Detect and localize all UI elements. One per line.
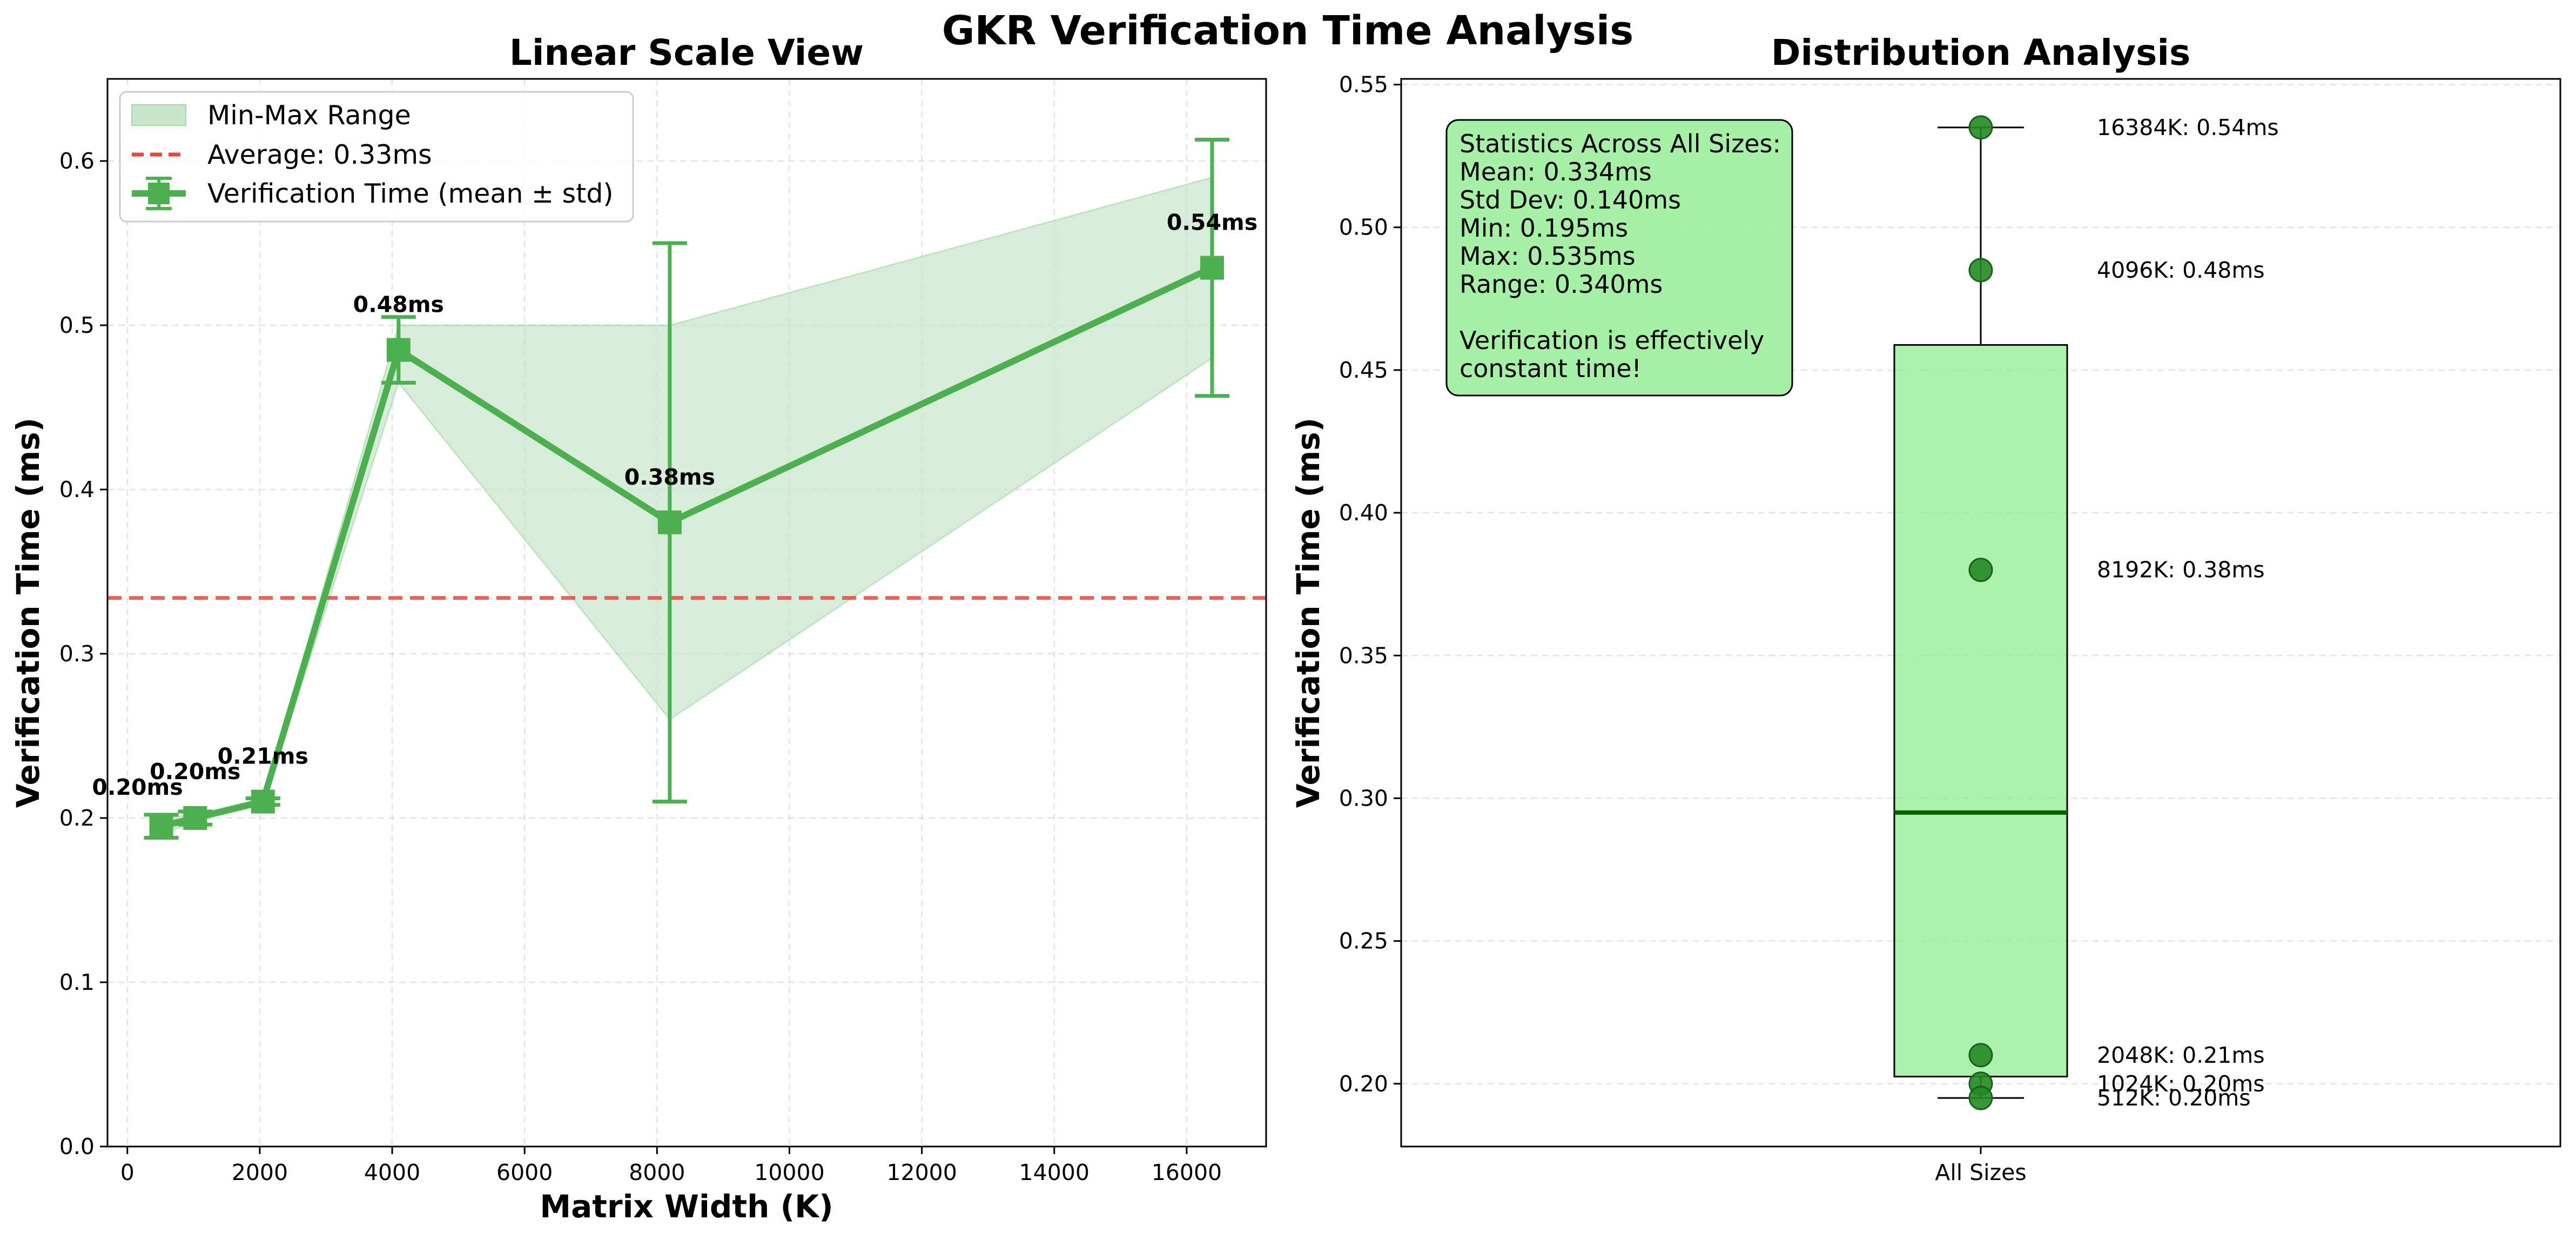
figure-title: GKR Verification Time Analysis: [942, 8, 1634, 54]
series-marker: [657, 510, 682, 534]
statistics-box-frame: [1445, 119, 1793, 397]
box-iqr: [1893, 344, 2068, 1078]
left-x-tick-label: 14000: [1019, 1159, 1089, 1185]
right-y-tick-label: 0.45: [1339, 357, 1388, 383]
statistics-line: Max: 0.535ms: [1459, 242, 1636, 271]
left-y-tick-label: 0.6: [59, 148, 95, 174]
size-points: 16384K: 0.54ms 4096K: 0.48ms 8192K: 0.38ms…: [1968, 115, 2279, 1111]
data-label: 0.38ms: [624, 464, 715, 490]
left-y-tick-label: 0.0: [59, 1134, 95, 1159]
legend-series-label: Verification Time (mean ± std): [207, 178, 614, 209]
verification-series: [144, 137, 1229, 840]
right-category-label: All Sizes: [1935, 1159, 2026, 1185]
right-y-tick-label: 0.30: [1339, 785, 1388, 811]
statistics-line: Range: 0.340ms: [1459, 270, 1663, 299]
size-point-label: 4096K: 0.48ms: [2097, 257, 2265, 283]
size-point-label: 2048K: 0.21ms: [2097, 1042, 2265, 1068]
left-x-tick-label: 2000: [232, 1159, 288, 1185]
series-marker: [183, 806, 207, 830]
statistics-line: Mean: 0.334ms: [1459, 157, 1652, 186]
size-point-label: 1024K: 0.20ms: [2097, 1071, 2265, 1097]
right-y-axis-label: Verification Time (ms): [1290, 418, 1327, 808]
statistics-line: Verification is effectively: [1459, 326, 1764, 355]
left-x-tick-label: 6000: [496, 1159, 553, 1185]
left-chart-title: Linear Scale View: [509, 32, 864, 73]
legend-average-label: Average: 0.33ms: [207, 139, 432, 170]
size-point: [1968, 1085, 1993, 1110]
right-y-tick-label: 0.20: [1339, 1071, 1388, 1097]
data-label: 0.48ms: [353, 292, 444, 318]
series-marker: [149, 814, 173, 839]
legend: Min-Max Range Average: 0.33ms Verificati…: [119, 91, 634, 223]
statistics-line: Min: 0.195ms: [1459, 213, 1628, 243]
left-plot-frame: [106, 78, 1267, 1148]
left-y-tick-label: 0.2: [59, 805, 95, 831]
data-label: 0.20ms: [150, 759, 240, 785]
left-x-axis-label: Matrix Width (K): [540, 1188, 833, 1225]
right-y-tick-label: 0.25: [1339, 928, 1388, 954]
series-marker: [386, 338, 411, 362]
right-chart: Distribution Analysis 16384K: 0.54ms 4096…: [1290, 32, 2561, 1185]
legend-band-label: Min-Max Range: [207, 100, 411, 131]
left-y-tick-label: 0.3: [59, 641, 95, 667]
right-y-tick-label: 0.40: [1339, 500, 1388, 526]
size-point: [1968, 115, 1993, 140]
size-point-label: 512K: 0.20ms: [2097, 1085, 2251, 1111]
left-y-axis-label: Verification Time (ms): [10, 418, 46, 808]
left-x-tick-label: 8000: [629, 1159, 685, 1185]
statistics-box: Statistics Across All Sizes:Mean: 0.334m…: [1445, 119, 1793, 397]
size-point: [1968, 558, 1993, 582]
left-x-tick-label: 12000: [886, 1159, 957, 1185]
left-y-tick-label: 0.5: [59, 312, 95, 338]
right-chart-title: Distribution Analysis: [1771, 32, 2191, 73]
series-marker: [251, 789, 275, 814]
right-y-tick-label: 0.55: [1339, 72, 1388, 98]
right-grid: [1401, 84, 2560, 1084]
size-point: [1968, 1043, 1993, 1068]
left-x-tick-label: 4000: [364, 1159, 420, 1185]
left-x-tick-label: 0: [120, 1159, 134, 1185]
series-marker: [1200, 256, 1224, 280]
right-y-tick-label: 0.50: [1339, 215, 1388, 240]
statistics-line: Std Dev: 0.140ms: [1459, 185, 1681, 215]
left-y-tick-label: 0.1: [59, 969, 95, 995]
left-y-ticks: 0.0 0.1 0.2 0.3 0.4 0.5 0.6: [59, 148, 107, 1159]
left-x-ticks: 0 2000 4000 6000 8000 10000 12000 14000 16000: [120, 1147, 1222, 1185]
legend-series-swatch: [132, 177, 186, 210]
statistics-line: Statistics Across All Sizes:: [1459, 129, 1781, 158]
size-point-label: 8192K: 0.38ms: [2097, 557, 2265, 583]
size-point: [1968, 258, 1993, 283]
left-x-tick-label: 10000: [754, 1159, 824, 1185]
boxplot: [1893, 126, 2068, 1099]
left-x-tick-label: 16000: [1152, 1159, 1222, 1185]
right-y-tick-label: 0.35: [1339, 642, 1388, 668]
left-y-tick-label: 0.4: [59, 477, 95, 502]
data-label: 0.21ms: [218, 743, 308, 769]
legend-band-swatch: [131, 104, 186, 126]
statistics-line: constant time!: [1459, 354, 1642, 383]
legend-frame: [119, 91, 634, 223]
data-label: 0.54ms: [1167, 210, 1257, 236]
left-chart: Linear Scale View 0.20ms0.20ms0.21ms0.48…: [10, 32, 1267, 1225]
size-point-label: 16384K: 0.54ms: [2097, 115, 2279, 140]
right-y-ticks: 0.20 0.25 0.30 0.35 0.40 0.45 0.50 0.55: [1339, 72, 1401, 1097]
